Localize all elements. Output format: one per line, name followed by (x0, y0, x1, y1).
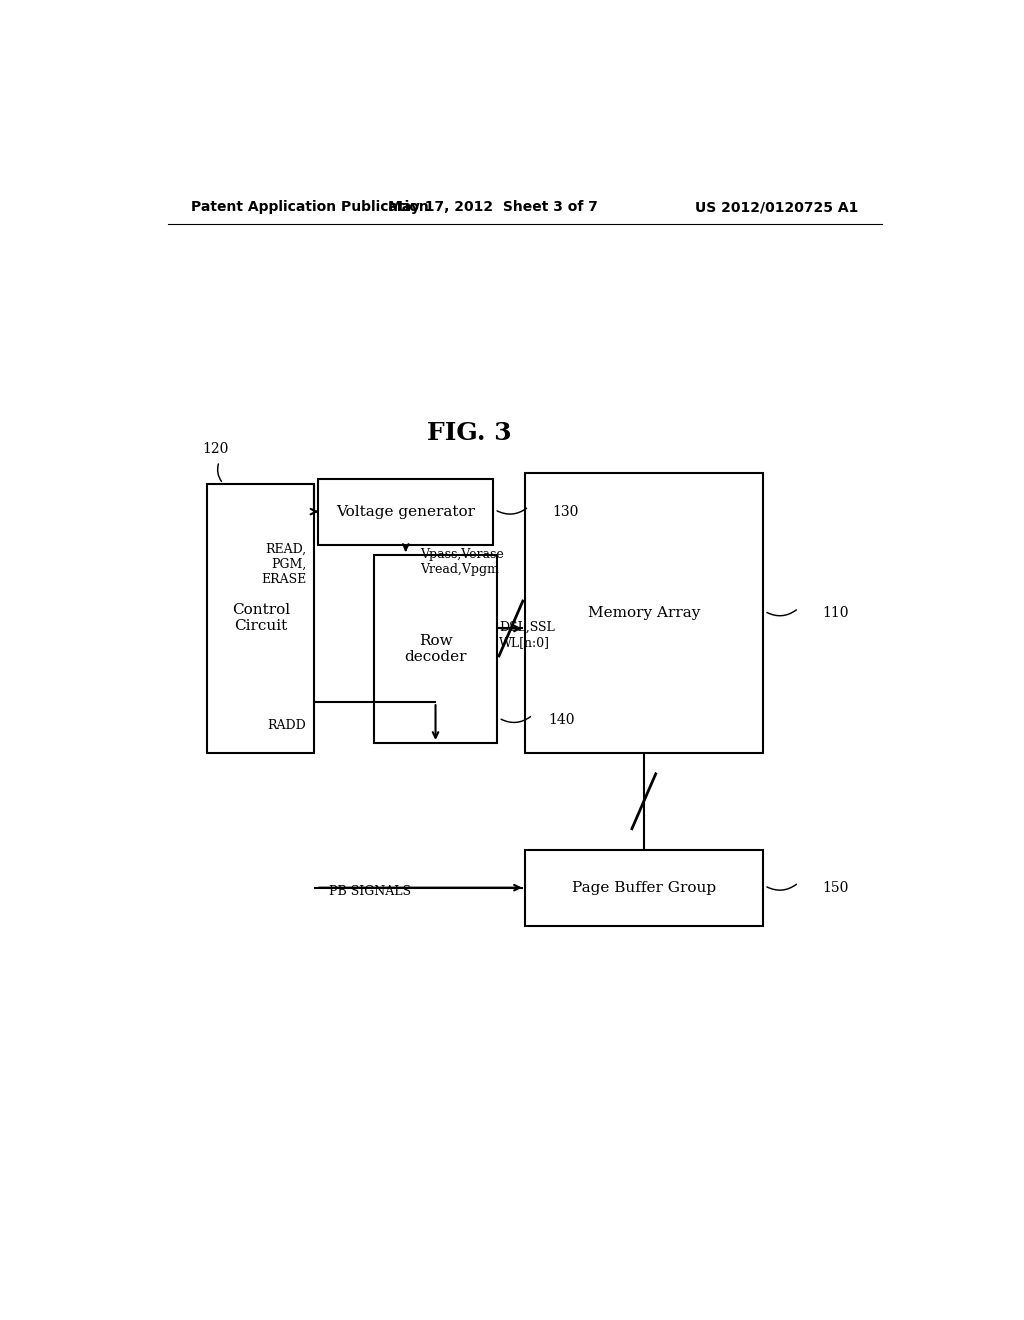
Bar (374, 554, 497, 743)
Text: DSL,SSL
WL[n:0]: DSL,SSL WL[n:0] (500, 620, 555, 649)
Bar (318, 479, 494, 545)
Bar (524, 850, 763, 925)
Text: PB SIGNALS: PB SIGNALS (329, 886, 411, 898)
Text: READ,
PGM,
ERASE: READ, PGM, ERASE (261, 543, 306, 586)
Text: Vpass,Verase
Vread,Vpgm: Vpass,Verase Vread,Vpgm (420, 548, 504, 576)
Text: 150: 150 (822, 880, 849, 895)
Text: RADD: RADD (267, 719, 305, 733)
Text: 130: 130 (553, 504, 579, 519)
Text: Patent Application Publication: Patent Application Publication (191, 201, 429, 214)
Bar (524, 474, 763, 752)
Bar (207, 483, 314, 752)
Text: 140: 140 (549, 713, 575, 727)
Text: US 2012/0120725 A1: US 2012/0120725 A1 (694, 201, 858, 214)
Text: FIG. 3: FIG. 3 (427, 421, 512, 445)
Text: Row
decoder: Row decoder (404, 634, 467, 664)
Text: Memory Array: Memory Array (588, 606, 700, 620)
Text: Voltage generator: Voltage generator (336, 504, 475, 519)
Text: Page Buffer Group: Page Buffer Group (571, 880, 716, 895)
Text: 110: 110 (822, 606, 849, 620)
Text: May 17, 2012  Sheet 3 of 7: May 17, 2012 Sheet 3 of 7 (388, 201, 598, 214)
Text: 120: 120 (202, 442, 228, 457)
Text: Control
Circuit: Control Circuit (231, 603, 290, 634)
